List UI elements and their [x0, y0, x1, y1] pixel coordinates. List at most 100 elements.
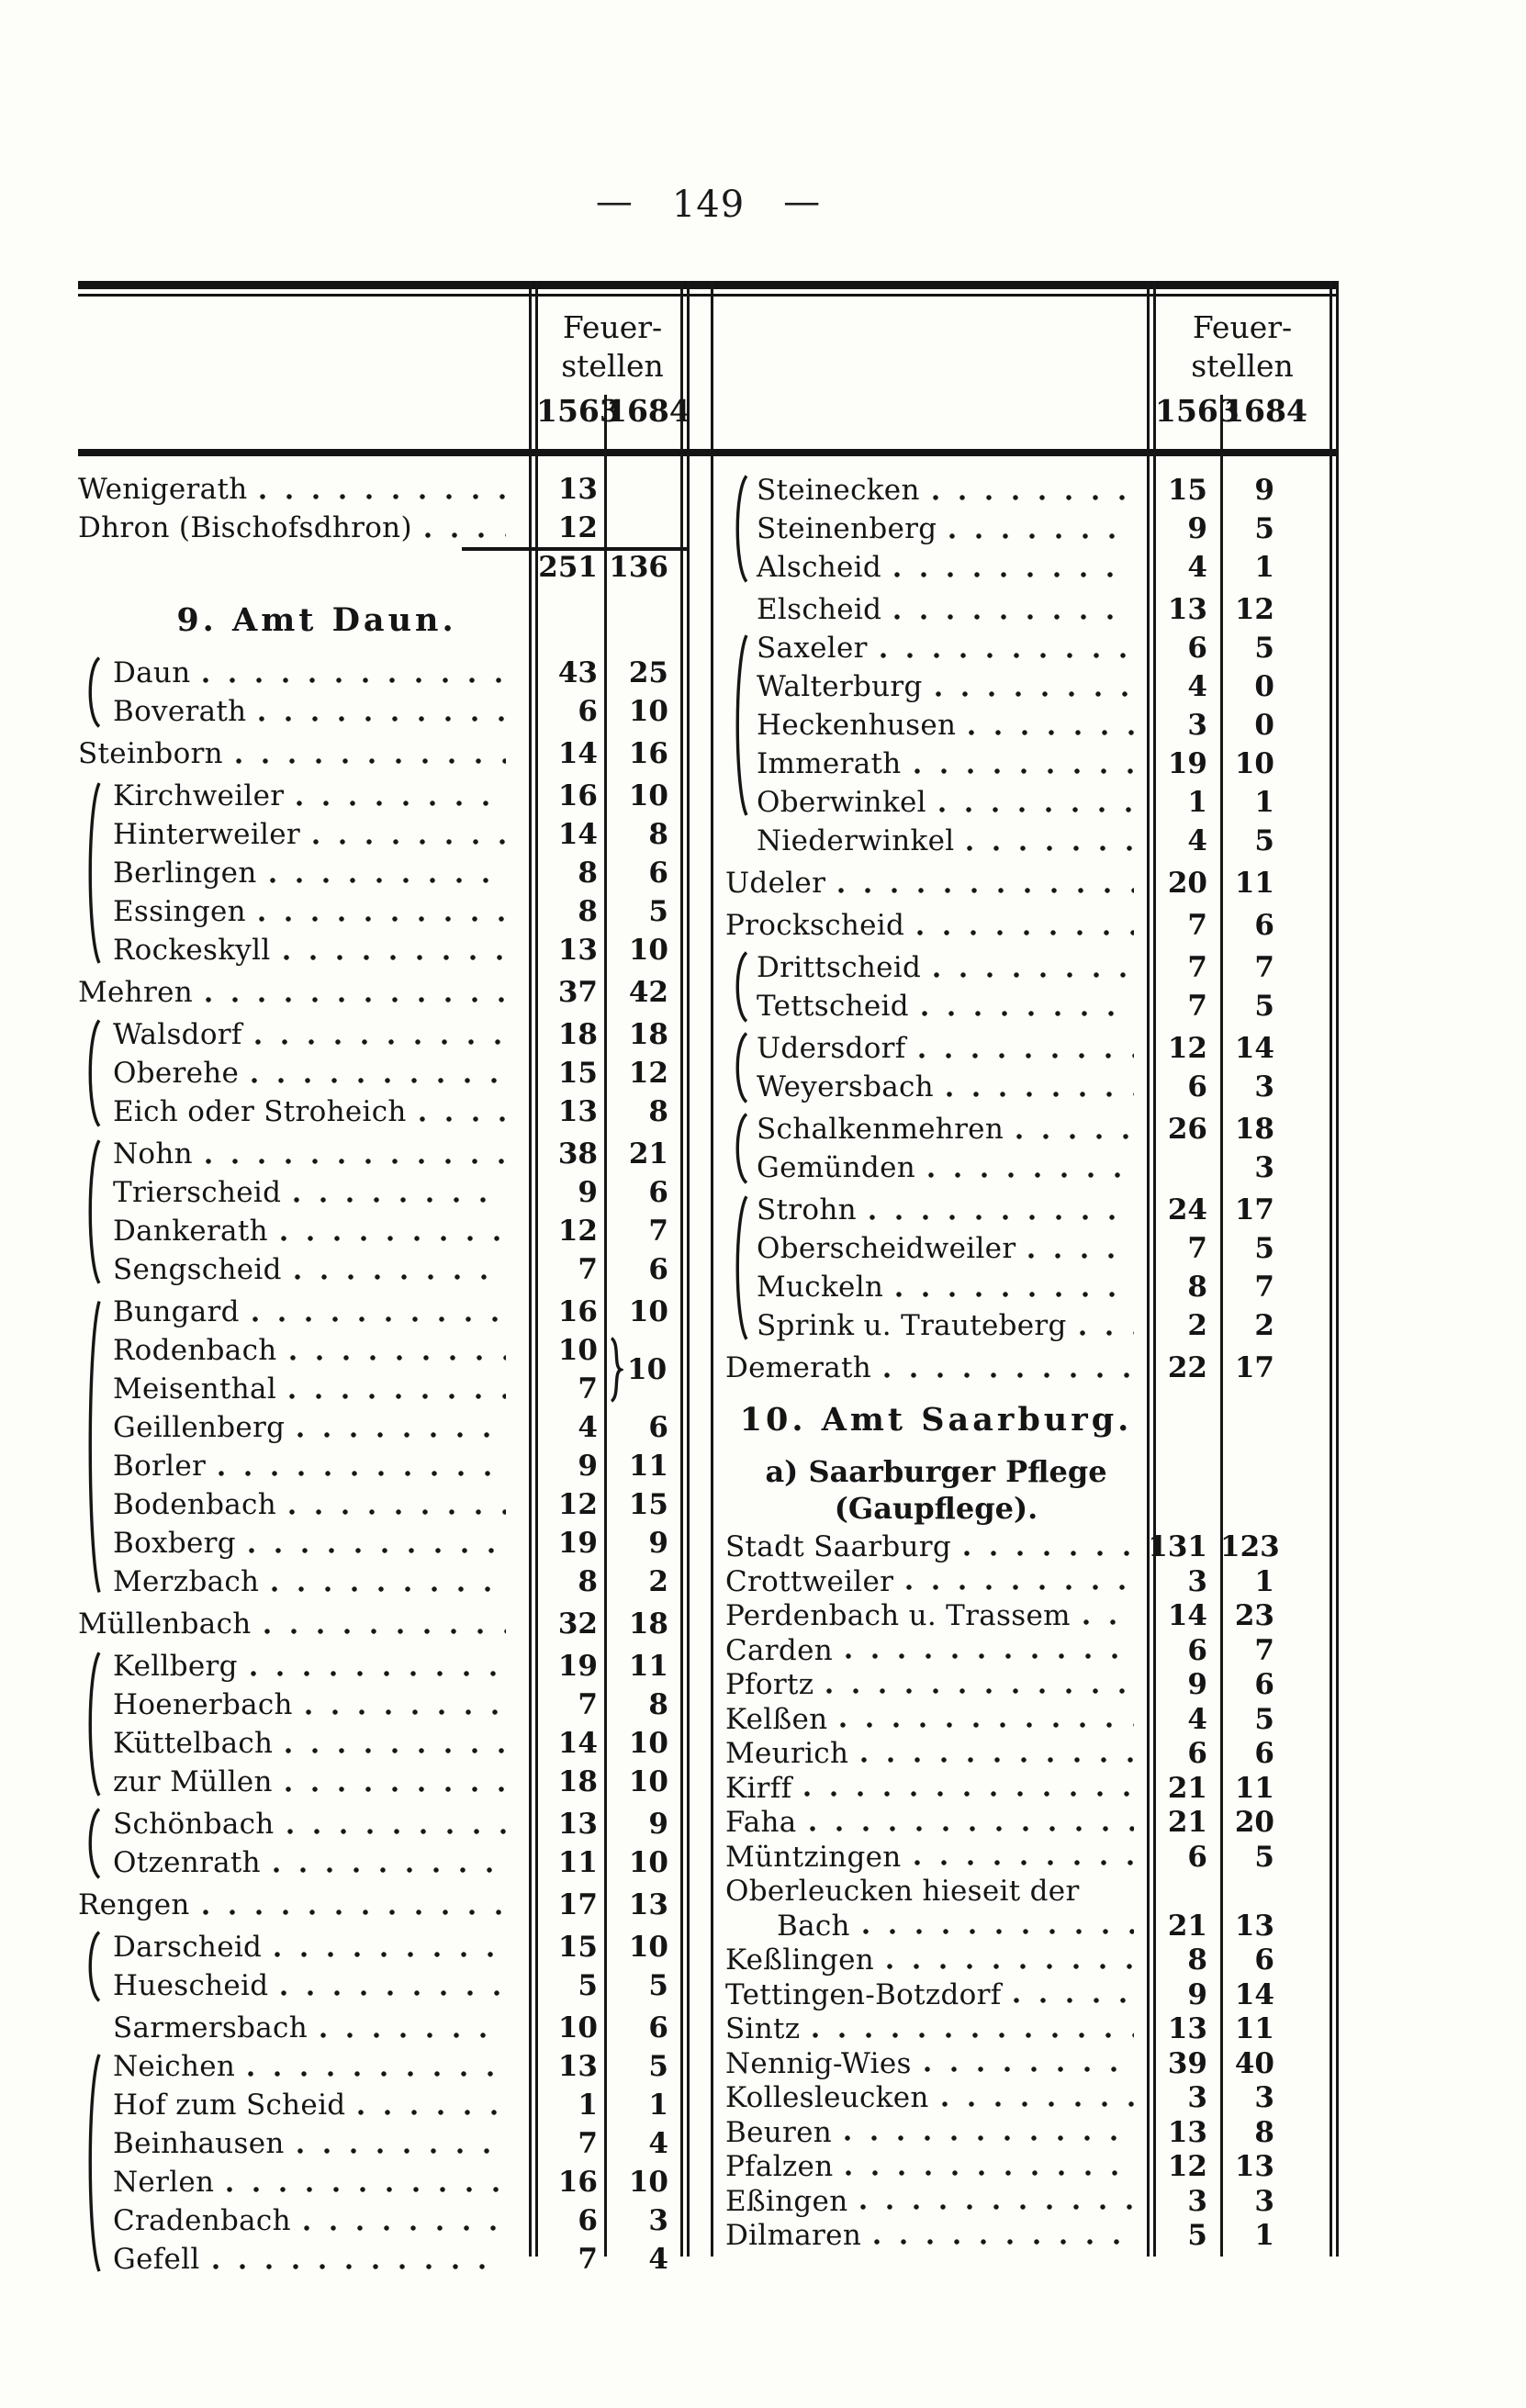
table-row: Walsdorf 18 18: [78, 1015, 689, 1054]
dot-leader: [946, 1092, 1134, 1097]
place-name: Udeler: [725, 867, 826, 900]
place-name: Walterburg: [757, 670, 923, 703]
value-1684: 40: [1234, 2046, 1274, 2080]
dot-leader: [297, 2148, 506, 2154]
value-1563: 14: [1167, 1599, 1207, 1632]
name-zone: Weyersbach: [707, 1068, 1147, 1106]
table-row: Prockscheid 7 6: [707, 906, 1341, 945]
value-1563: 2: [1187, 1309, 1207, 1342]
name-zone: Berlingen: [78, 854, 519, 892]
value-1684: 8: [648, 818, 668, 851]
dot-leader: [203, 678, 506, 683]
value-1684: 17: [1234, 1193, 1274, 1226]
year-1684-label: 1684: [1223, 393, 1307, 429]
place-name: Sintz: [725, 2012, 801, 2045]
value-1563: 3: [1187, 2184, 1207, 2218]
place-name: Dilmaren: [725, 2219, 862, 2252]
value-1563: 6: [1187, 1840, 1207, 1874]
table-row: Nennig-Wies 39 40: [707, 2047, 1341, 2082]
place-name: Tettingen-Botzdorf: [725, 1977, 1002, 2011]
dot-leader: [202, 1910, 506, 1915]
village-group: Udeler 20 11: [707, 864, 1341, 902]
name-zone: Elscheid: [707, 590, 1147, 629]
name-zone: Stadt Saarburg: [707, 1530, 1147, 1565]
value-1684: 18: [1234, 1113, 1274, 1146]
value-1563: 14: [557, 1727, 598, 1760]
dot-leader: [205, 997, 506, 1002]
dot-leader: [252, 1316, 506, 1322]
name-zone: Immerath: [707, 745, 1147, 783]
value-1563: 8: [578, 1565, 598, 1598]
name-zone: Nohn: [78, 1135, 519, 1173]
value-1684: 10: [628, 934, 668, 967]
value-1684: 4: [648, 2243, 668, 2276]
dot-leader: [252, 1078, 506, 1083]
place-name: Schalkenmehren: [757, 1113, 1004, 1146]
value-1684: 6: [1254, 909, 1274, 942]
dot-leader: [932, 495, 1134, 500]
place-name: Steinecken: [757, 474, 920, 507]
place-name: Neichen: [113, 2050, 236, 2083]
value-1684: 6: [1254, 1668, 1274, 1701]
name-zone: Rockeskyll: [78, 931, 519, 969]
value-1563: 9: [578, 1450, 598, 1483]
place-name: Steinenberg: [757, 512, 937, 545]
table-row: Immerath 19 10: [707, 745, 1341, 783]
dot-leader: [1016, 1134, 1134, 1139]
name-zone: Demerath: [707, 1349, 1147, 1387]
village-group: Schalkenmehren 26 18 Gemünden 3: [707, 1110, 1341, 1187]
name-zone: Crottweiler: [707, 1565, 1147, 1600]
dot-leader: [840, 1722, 1134, 1728]
village-group: Kirchweiler 16 10 Hinterweiler 14 8 Berlingen 8…: [78, 777, 689, 969]
dot-leader: [845, 2135, 1134, 2141]
name-zone: Essingen: [78, 892, 519, 931]
dot-leader: [838, 888, 1134, 893]
value-1684: 14: [1234, 1977, 1274, 2011]
value-1684: 7: [1254, 1633, 1274, 1667]
value-1684: 6: [648, 2011, 668, 2044]
place-name: Saxeler: [757, 632, 868, 665]
right-table-right-edge-a: [1330, 281, 1332, 2257]
dot-leader: [280, 1236, 506, 1241]
value-1684: 13: [628, 1888, 668, 1921]
value-1684: 15: [628, 1488, 668, 1521]
section-heading: 10. Amt Saarburg.: [739, 1401, 1133, 1439]
value-1684: 5: [1254, 1232, 1274, 1265]
value-1563: 4: [1187, 1702, 1207, 1736]
value-1563: 24: [1167, 1193, 1207, 1226]
value-1563: 10: [557, 2011, 598, 2044]
table-row: Sengscheid 7 6: [78, 1250, 689, 1289]
village-group: Mehren 37 42: [78, 973, 689, 1012]
name-zone: Pfalzen: [707, 2150, 1147, 2185]
table-row: Kirchweiler 16 10: [78, 777, 689, 815]
value-1563: 6: [1187, 1070, 1207, 1103]
value-1563: 1: [1187, 786, 1207, 819]
page-number-value: 149: [671, 184, 746, 226]
value-1563: 9: [1187, 1977, 1207, 2011]
dot-leader: [862, 1929, 1134, 1934]
right-table-name-divider-a: [1147, 281, 1150, 2257]
place-name: Pfortz: [725, 1668, 814, 1701]
dot-leader: [305, 1709, 506, 1715]
value-1684: 3: [648, 2204, 668, 2237]
value-1684: 14: [1234, 1032, 1274, 1065]
table-row: Faha 21 20: [707, 1806, 1341, 1841]
dot-leader: [928, 1172, 1134, 1178]
dot-leader: [924, 2066, 1134, 2072]
left-table-column: Wenigerath 13 Dhron (Bischofsdhron) 12 251 13…: [78, 470, 689, 2279]
value-1684: 3: [1254, 2081, 1274, 2114]
table-row: Neichen 13 5: [78, 2047, 689, 2086]
name-zone: Kirchweiler: [78, 777, 519, 815]
place-name: Crottweiler: [725, 1564, 894, 1598]
place-name: Darscheid: [113, 1931, 263, 1964]
dot-leader: [259, 716, 506, 722]
table-top-rule-thick: [78, 281, 1339, 289]
dot-leader: [424, 532, 506, 538]
value-1563: 6: [1187, 632, 1207, 665]
value-1684: 10: [628, 1295, 668, 1328]
dot-leader: [860, 2204, 1134, 2210]
name-zone: Alscheid: [707, 548, 1147, 587]
place-name: Nohn: [113, 1137, 193, 1170]
name-zone: Nennig-Wies: [707, 2047, 1147, 2082]
name-zone: Steinenberg: [707, 510, 1147, 548]
